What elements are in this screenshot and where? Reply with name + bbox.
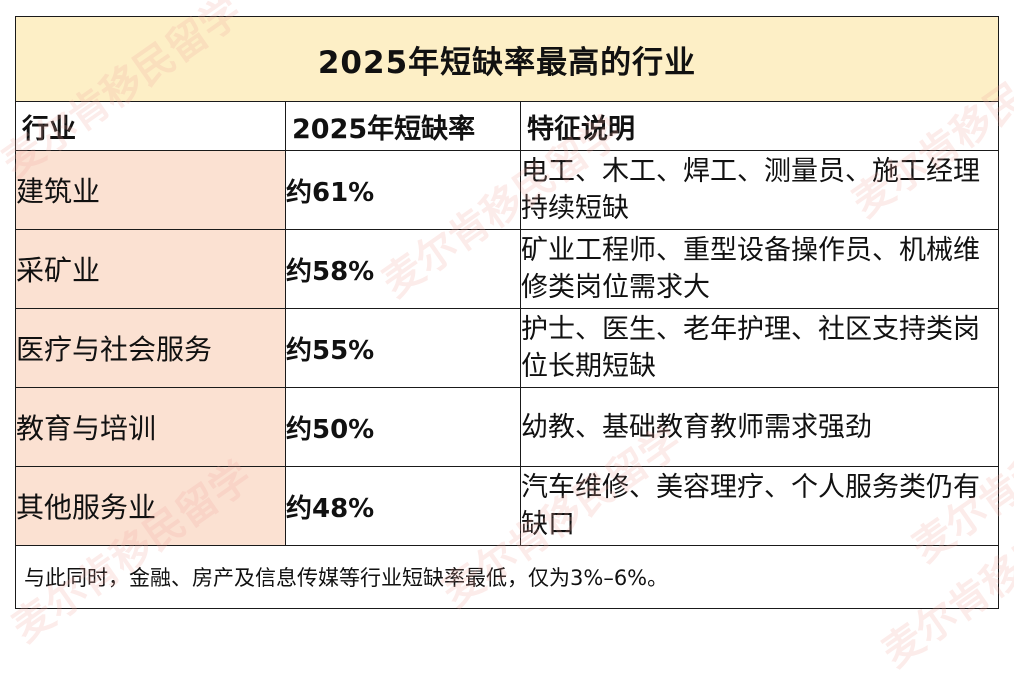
header-description: 特征说明 bbox=[519, 101, 1000, 151]
footer-note: 与此同时，金融、房产及信息传媒等行业短缺率最低，仅为3%–6%。 bbox=[14, 545, 1000, 609]
header-row: 行业 2025年短缺率 特征说明 bbox=[15, 101, 1000, 151]
industry-cell: 建筑业 bbox=[15, 150, 286, 230]
industry-cell: 其他服务业 bbox=[15, 466, 286, 546]
table-row: 采矿业 约58% 矿业工程师、重型设备操作员、机械维修类岗位需求大 bbox=[15, 229, 1000, 309]
title-row: 2025年短缺率最高的行业 bbox=[14, 16, 1000, 102]
rate-cell: 约58% bbox=[285, 229, 521, 309]
table-row: 建筑业 约61% 电工、木工、焊工、测量员、施工经理持续短缺 bbox=[15, 150, 1000, 230]
rate-cell: 约55% bbox=[285, 308, 521, 388]
shortage-table: 2025年短缺率最高的行业 行业 2025年短缺率 特征说明 建筑业 约61% … bbox=[14, 16, 1000, 609]
industry-cell: 采矿业 bbox=[15, 229, 286, 309]
table-row: 其他服务业 约48% 汽车维修、美容理疗、个人服务类仍有缺口 bbox=[15, 466, 1000, 546]
rate-cell: 约61% bbox=[285, 150, 521, 230]
header-rate: 2025年短缺率 bbox=[285, 101, 521, 151]
table-title: 2025年短缺率最高的行业 bbox=[14, 16, 1000, 102]
table-row: 医疗与社会服务 约55% 护士、医生、老年护理、社区支持类岗位长期短缺 bbox=[15, 308, 1000, 388]
industry-cell: 教育与培训 bbox=[15, 387, 286, 467]
description-cell: 汽车维修、美容理疗、个人服务类仍有缺口 bbox=[519, 466, 1000, 546]
footer-row: 与此同时，金融、房产及信息传媒等行业短缺率最低，仅为3%–6%。 bbox=[14, 545, 1000, 609]
industry-cell: 医疗与社会服务 bbox=[15, 308, 286, 388]
header-industry: 行业 bbox=[15, 101, 286, 151]
description-cell: 幼教、基础教育教师需求强劲 bbox=[519, 387, 1000, 467]
description-cell: 矿业工程师、重型设备操作员、机械维修类岗位需求大 bbox=[519, 229, 1000, 309]
description-cell: 电工、木工、焊工、测量员、施工经理持续短缺 bbox=[519, 150, 1000, 230]
table-row: 教育与培训 约50% 幼教、基础教育教师需求强劲 bbox=[15, 387, 1000, 467]
description-cell: 护士、医生、老年护理、社区支持类岗位长期短缺 bbox=[519, 308, 1000, 388]
rate-cell: 约50% bbox=[285, 387, 521, 467]
rate-cell: 约48% bbox=[285, 466, 521, 546]
